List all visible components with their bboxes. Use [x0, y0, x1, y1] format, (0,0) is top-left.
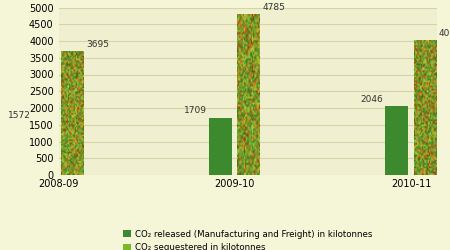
Text: 1709: 1709 — [184, 106, 207, 115]
Text: 4785: 4785 — [262, 3, 285, 12]
Text: 4011: 4011 — [439, 29, 450, 38]
Legend: CO₂ released (Manufacturing and Freight) in kilotonnes, CO₂ sequestered in kilot: CO₂ released (Manufacturing and Freight)… — [123, 230, 372, 250]
Bar — [209, 118, 232, 175]
Text: 1572: 1572 — [8, 111, 31, 120]
Bar — [33, 122, 56, 175]
Bar — [385, 106, 408, 175]
Text: 3695: 3695 — [86, 40, 109, 48]
Text: 2046: 2046 — [360, 95, 383, 104]
